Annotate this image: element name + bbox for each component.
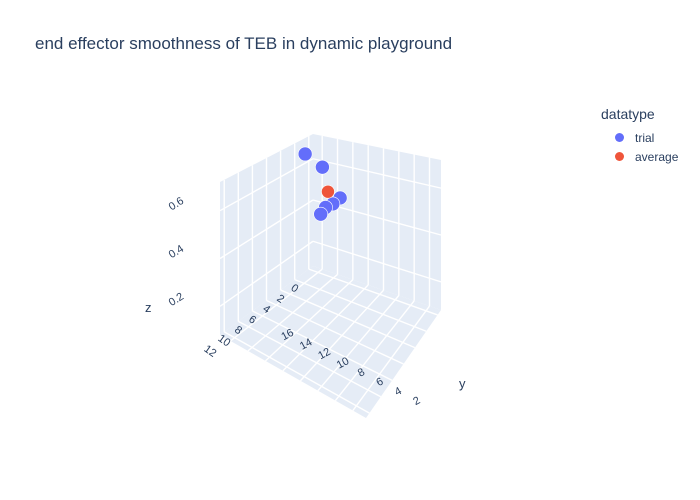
grid-line-y-floor (247, 273, 338, 352)
grid-line-x-floor (266, 299, 404, 365)
grid-line-x-floor (223, 331, 370, 414)
grid-line-z-side (219, 158, 314, 212)
legend-label-trial: trial (635, 130, 655, 145)
x-tick-label: 6 (246, 313, 258, 326)
legend-item-average[interactable]: average (601, 147, 678, 166)
y-tick-label: 8 (356, 366, 367, 379)
grid-line-y-floor (230, 268, 323, 342)
legend-title: datatype (601, 106, 655, 122)
grid-line-y-floor (299, 289, 385, 382)
grid-line-x-floor (308, 268, 438, 316)
y-tick-label: 2 (411, 395, 422, 408)
data-point-trial[interactable] (313, 206, 328, 222)
z-tick-label: 0.6 (167, 195, 186, 213)
legend-label-average: average (635, 149, 679, 164)
z-tick-label: 0.4 (167, 243, 186, 261)
grid-line-x-floor (294, 278, 427, 332)
grid-line-y-floor (334, 300, 415, 402)
grid-line-y-floor (317, 295, 400, 392)
y-axis-title: y (459, 376, 466, 391)
data-point-trial[interactable] (315, 159, 330, 175)
legend-marker-trial (615, 133, 624, 142)
y-tick-label: 6 (374, 376, 385, 389)
data-points (297, 146, 348, 222)
z-tick-label: 0.2 (167, 291, 186, 309)
data-point-trial[interactable] (297, 146, 313, 162)
grid-line-x-floor (252, 310, 393, 381)
chart-title: end effector smoothness of TEB in dynami… (35, 34, 453, 53)
grid-line-z-back (312, 240, 442, 283)
data-point-average[interactable] (321, 184, 335, 199)
x-tick-label: 0 (289, 282, 301, 295)
back-wall-panel (313, 134, 441, 310)
x-tick-label: 12 (201, 343, 218, 360)
grid-line-y-floor (264, 279, 354, 362)
y-tick-label: 16 (279, 327, 295, 343)
grid-line-y-floor (352, 305, 431, 411)
y-tick-label: 14 (298, 336, 314, 352)
z-axis-title: z (145, 300, 152, 315)
grid-line-z-back (312, 158, 442, 189)
y-tick-label: 10 (335, 355, 351, 371)
grid-line-z-side (219, 240, 314, 307)
y-tick-label: 12 (316, 346, 332, 362)
grid-line-x-floor (280, 289, 416, 349)
grid-line-z-side (219, 199, 314, 260)
grid-lines (219, 135, 442, 414)
y-tick-label: 4 (393, 385, 404, 398)
grid-line-x-floor (237, 320, 382, 398)
x-tick-label: 2 (274, 292, 286, 305)
x-tick-label: 4 (260, 303, 272, 316)
legend-marker-average (615, 152, 624, 161)
x-tick-label: 8 (232, 324, 244, 337)
x-tick-label: 10 (216, 333, 233, 350)
legend: datatype trial average (601, 106, 678, 166)
grid-line-y-floor (282, 284, 369, 372)
legend-item-trial[interactable]: trial (601, 128, 678, 147)
axis-titles: y z (145, 300, 466, 391)
